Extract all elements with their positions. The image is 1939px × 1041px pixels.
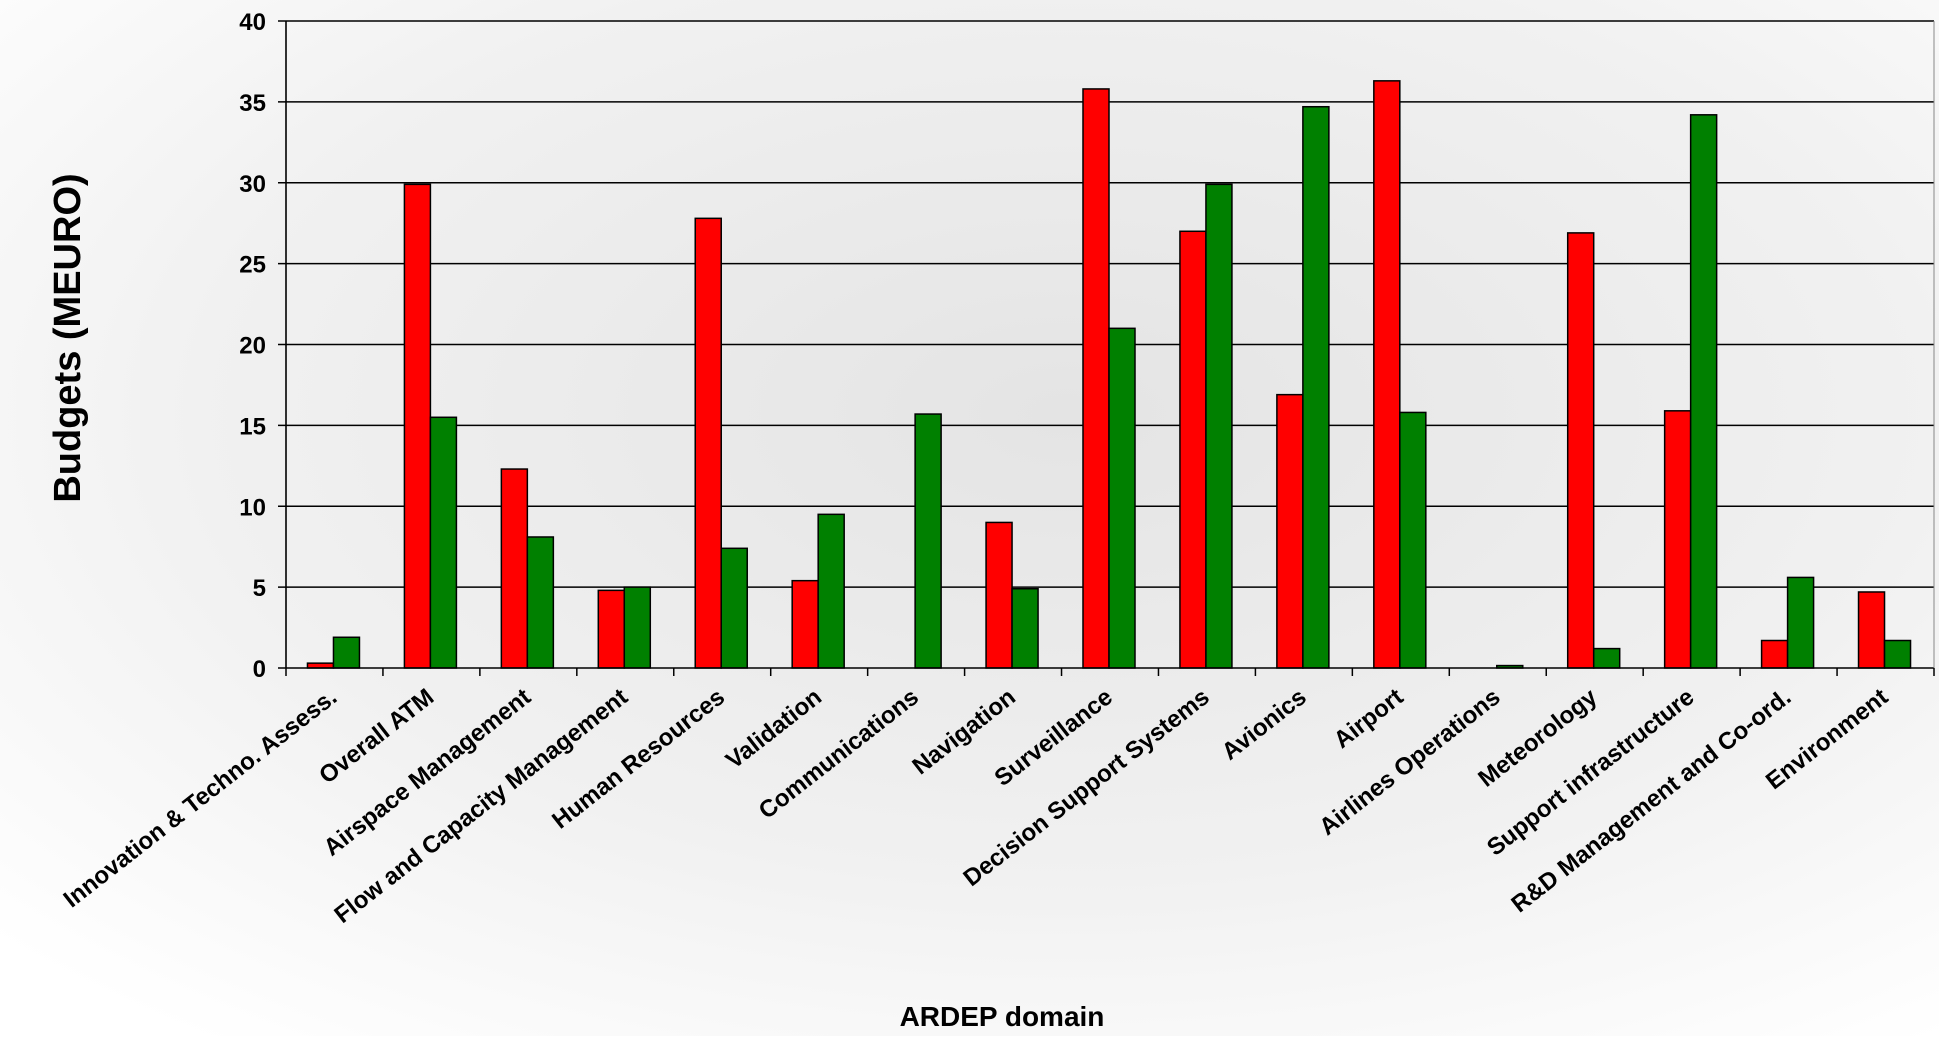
bars xyxy=(306,80,1912,669)
bar xyxy=(500,468,529,669)
bar xyxy=(1082,88,1110,669)
bar xyxy=(332,636,361,669)
y-tick-label: 40 xyxy=(239,9,266,36)
bar xyxy=(817,513,845,669)
bar xyxy=(1663,410,1692,669)
bar xyxy=(429,416,458,669)
axes xyxy=(278,20,1935,676)
bar xyxy=(1857,591,1886,669)
y-tick-label: 15 xyxy=(239,413,266,440)
bar xyxy=(1760,639,1789,669)
bar xyxy=(1373,80,1401,669)
bar xyxy=(1592,647,1621,669)
bar xyxy=(720,547,748,669)
bar xyxy=(985,521,1013,669)
y-tick-label: 25 xyxy=(239,252,266,279)
bar xyxy=(1566,232,1595,669)
y-tick-label: 30 xyxy=(239,171,266,198)
bar xyxy=(1302,105,1330,669)
x-axis-label: ARDEP domain xyxy=(900,1001,1105,1032)
y-tick-label: 20 xyxy=(239,333,266,360)
bar xyxy=(1786,576,1815,669)
bar xyxy=(694,217,722,669)
bar xyxy=(1179,230,1207,669)
bar xyxy=(597,589,626,669)
y-tick-label: 10 xyxy=(239,494,266,521)
bar xyxy=(1276,393,1304,669)
bar xyxy=(791,579,819,669)
bar xyxy=(1205,183,1233,669)
bar xyxy=(623,586,652,669)
y-tick-label: 0 xyxy=(253,656,266,683)
bar xyxy=(403,183,432,669)
bar xyxy=(1883,639,1912,669)
bar xyxy=(914,413,942,669)
bar xyxy=(526,536,555,669)
bar xyxy=(1399,411,1427,669)
y-axis-label: Budgets (MEURO) xyxy=(47,173,89,502)
bar xyxy=(1108,327,1136,669)
y-tick-label: 35 xyxy=(239,90,266,117)
y-tick-label: 5 xyxy=(253,575,266,602)
bar xyxy=(1689,114,1718,669)
bar xyxy=(1011,587,1039,669)
